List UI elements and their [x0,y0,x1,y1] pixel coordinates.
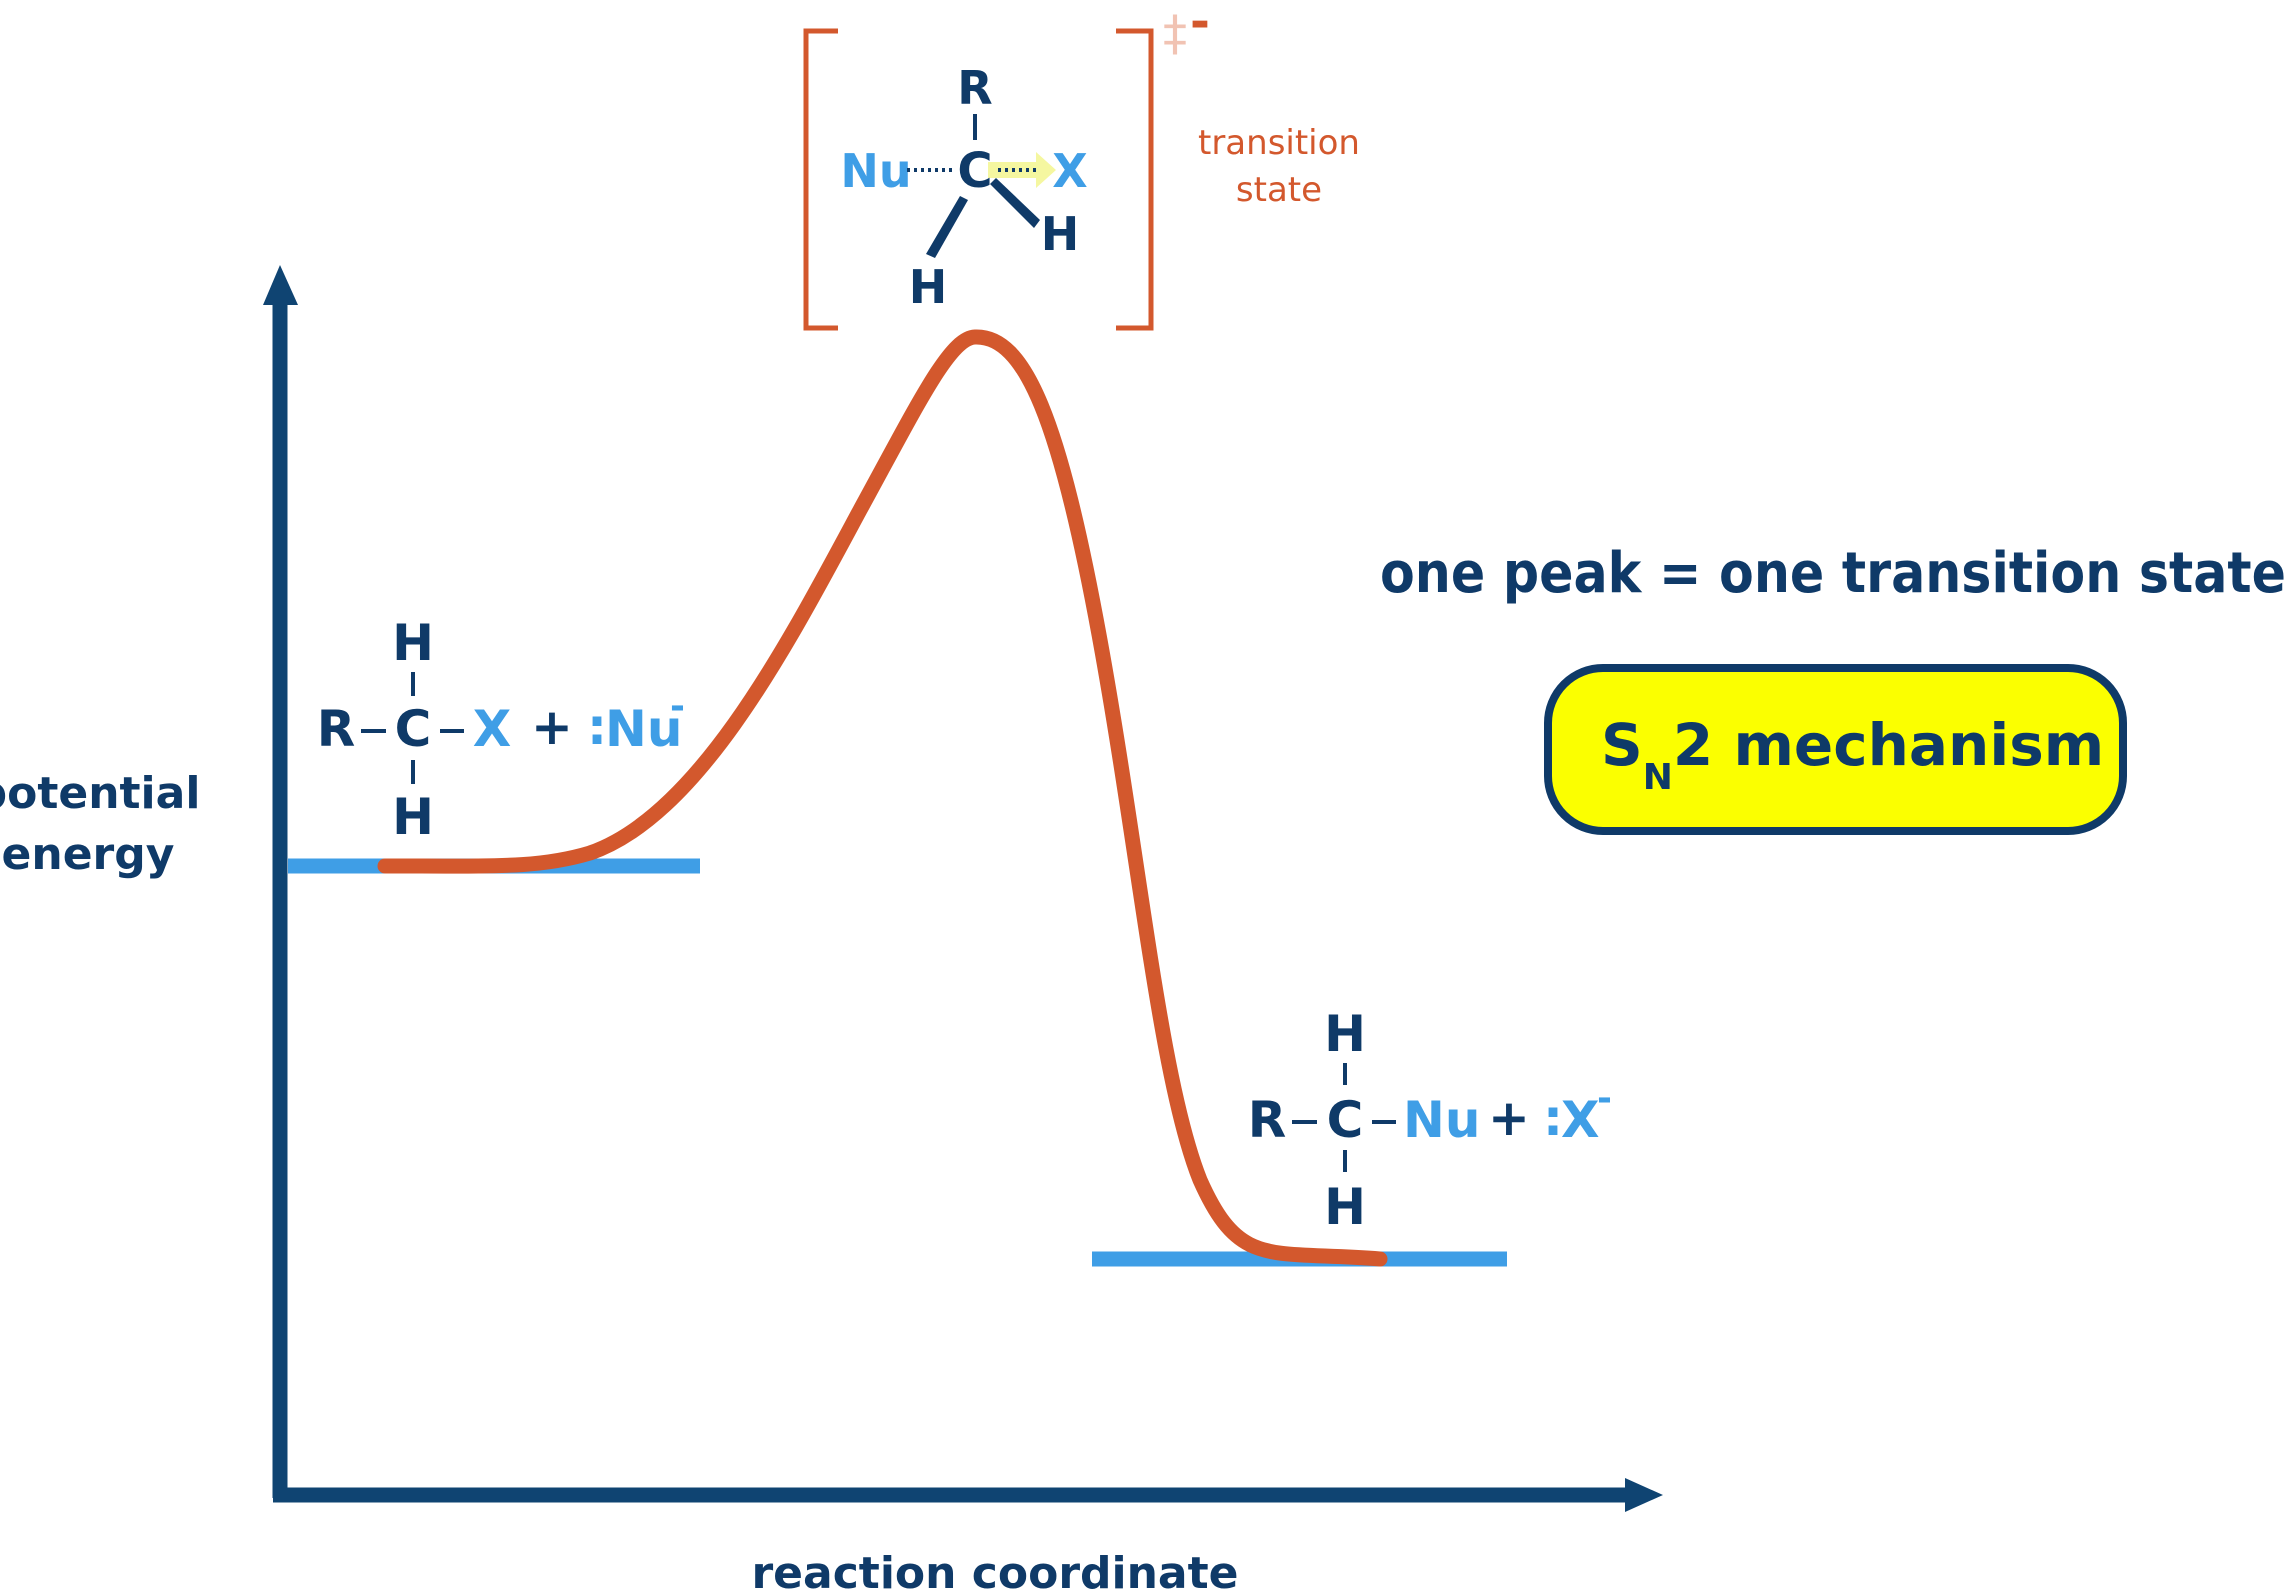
products-structure: H R C Nu H + : X - [1248,1005,1612,1236]
ts-c: C [957,143,992,199]
reactant-h-top: H [392,614,434,672]
transition-state: ‡ - R C Nu X H H transition state [803,0,1360,331]
x-axis-label: reaction coordinate [751,1548,1238,1591]
reactant-c: C [395,700,432,758]
ts-r: R [957,61,992,115]
ts-h-left: H [909,260,948,314]
peak-note: one peak = one transition state [1380,541,2286,606]
reactant-h-bottom: H [392,788,434,846]
ts-wedge-right [990,178,1040,228]
reactants-structure: H R C X H + : Nu - [317,614,685,846]
reactant-x: X [473,700,512,758]
reactant-nucleophile-charge: - [670,686,685,727]
ts-double-dagger: ‡ [1163,6,1187,62]
y-axis-label-line1: potential [0,768,200,819]
ts-bracket-left [803,28,838,331]
ts-bracket-right [1116,28,1154,331]
ts-charge: - [1190,0,1210,50]
y-axis-label-line2: energy [2,829,175,880]
reactant-lone-pair: : [587,698,607,756]
reactant-plus: + [531,698,573,756]
ts-x: X [1052,144,1087,198]
ts-label-line2: state [1236,170,1322,210]
sn2-badge-text: SN2 mechanism [1601,711,2104,798]
product-plus: + [1488,1089,1530,1147]
product-h-bottom: H [1324,1178,1366,1236]
reactant-nucleophile: Nu [605,700,682,758]
product-c: C [1327,1091,1364,1149]
x-axis-arrowhead [1625,1478,1663,1512]
ts-h-right: H [1041,207,1080,261]
ts-label-line1: transition [1198,123,1360,163]
product-lone-pair: : [1543,1089,1563,1147]
product-leaving-group: X [1561,1091,1600,1149]
product-nu: Nu [1403,1091,1480,1149]
ts-wedge-left [926,196,968,258]
product-leaving-group-charge: - [1597,1078,1612,1119]
ts-nu: Nu [840,144,911,198]
y-axis-arrowhead [263,265,298,305]
sn2-badge-box [1544,664,2127,835]
energy-curve [377,329,1388,1267]
product-h-top: H [1324,1005,1366,1063]
sn2-badge: SN2 mechanism [1544,664,2127,835]
product-r: R [1248,1091,1287,1149]
reactant-r: R [317,700,356,758]
